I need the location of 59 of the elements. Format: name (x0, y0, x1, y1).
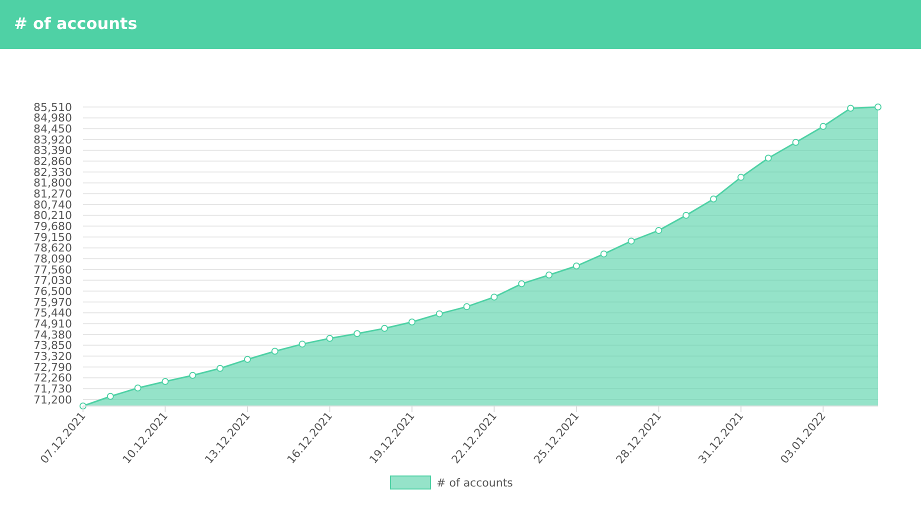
point (847, 104, 854, 112)
y-tick-label: 80,210 (34, 209, 72, 222)
y-tick-label: 72,790 (34, 360, 72, 374)
point (490, 294, 498, 301)
y-tick-label: 82,330 (34, 166, 72, 179)
point (600, 250, 608, 258)
point (546, 271, 553, 278)
point (106, 392, 114, 400)
y-tick-label: 73,850 (34, 339, 72, 352)
y-tick-label: 77,560 (34, 263, 72, 276)
y-tick-label: 71,200 (34, 393, 72, 406)
point (326, 334, 334, 342)
point (820, 122, 827, 130)
y-tick-label: 83,920 (34, 133, 72, 146)
y-tick-label: 84,980 (34, 112, 72, 125)
y-tick-label: 81,800 (34, 176, 72, 190)
y-tick-label: 84,450 (34, 122, 72, 136)
point (682, 212, 690, 219)
point (134, 384, 142, 392)
point (792, 138, 800, 146)
y-tick-label: 76,500 (34, 284, 72, 298)
y-tick-label: 77,030 (34, 274, 72, 288)
y-tick-label: 79,150 (34, 230, 72, 244)
y-tick-label: 72,260 (34, 372, 72, 385)
point (298, 340, 306, 348)
point (354, 330, 361, 338)
y-tick-label: 85,510 (34, 100, 72, 114)
point (381, 324, 388, 332)
point (737, 174, 744, 181)
y-tick-label: 74,910 (34, 317, 72, 330)
point (518, 280, 526, 288)
point (628, 238, 635, 245)
y-tick-label: 79,680 (34, 220, 72, 233)
point (710, 195, 718, 202)
y-tick-label: 83,390 (34, 144, 72, 158)
y-tick-label: 75,970 (34, 296, 72, 309)
point (436, 310, 443, 318)
y-tick-label: 71,730 (34, 382, 72, 396)
y-tick-label: 78,090 (34, 252, 72, 266)
y-tick-label: 74,380 (34, 328, 72, 342)
point (655, 226, 662, 234)
y-tick-label: 78,620 (34, 242, 72, 255)
point (463, 303, 470, 310)
point (189, 372, 196, 379)
point (162, 378, 169, 385)
point (244, 356, 251, 363)
legend-label: # of accounts (436, 476, 514, 490)
point (572, 262, 580, 270)
y-tick-label: 82,860 (34, 155, 72, 168)
y-tick-label: 80,740 (34, 198, 72, 212)
chart-title: # of accounts (14, 14, 138, 33)
point (216, 364, 224, 372)
point (271, 348, 278, 355)
y-tick-label: 75,440 (34, 306, 72, 320)
y-tick-label: 73,320 (34, 350, 72, 363)
y-tick-label: 81,270 (34, 188, 72, 201)
point (874, 104, 882, 110)
point (408, 318, 416, 326)
point (764, 154, 772, 162)
